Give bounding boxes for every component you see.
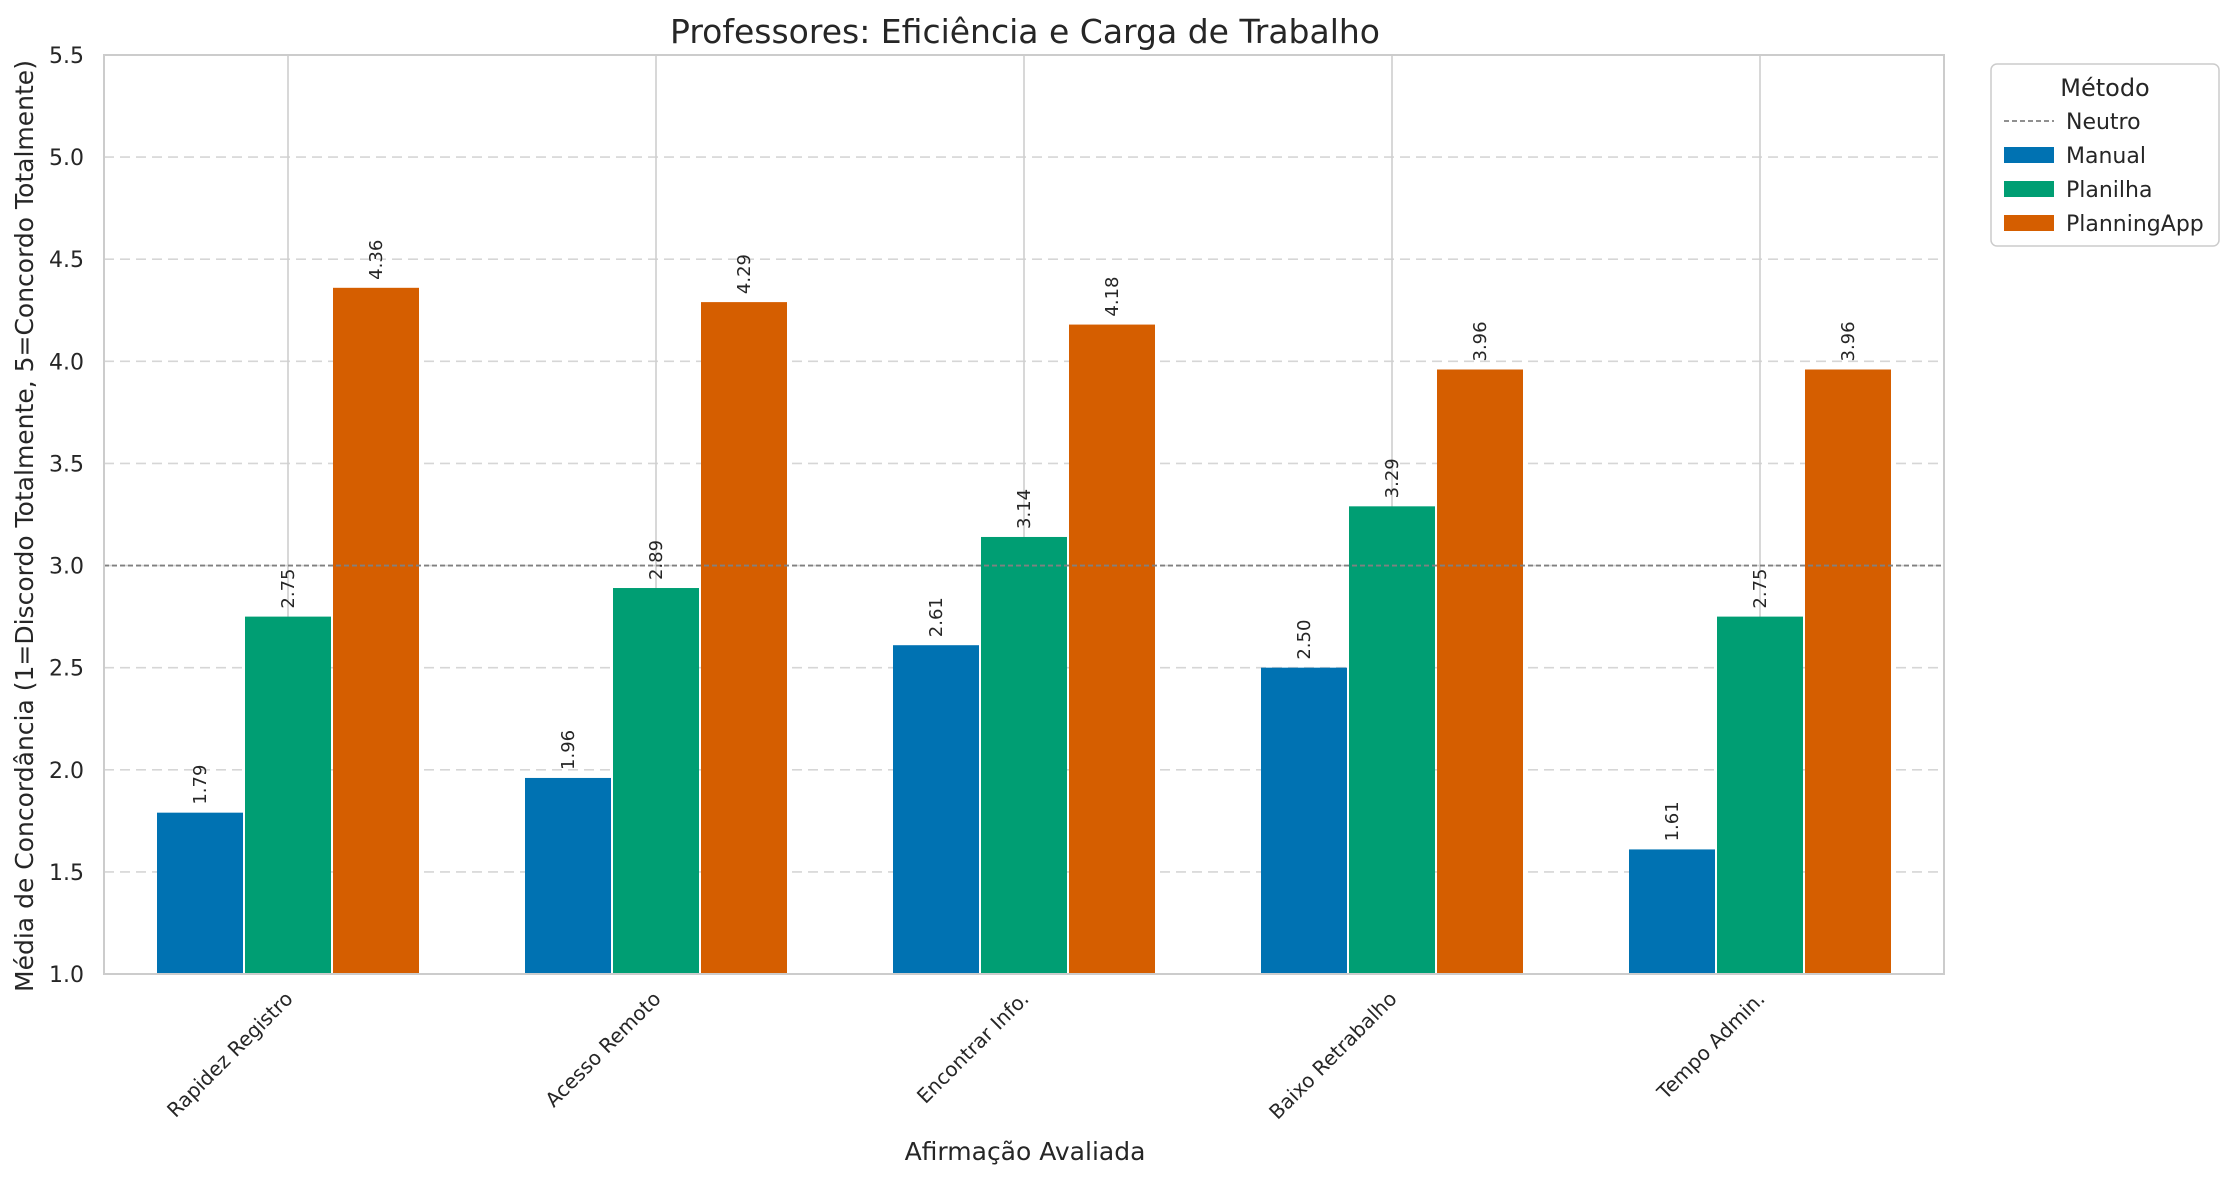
- bar-planilha: [1349, 506, 1435, 974]
- bar-value-label: 2.61: [926, 597, 947, 637]
- y-tick-label: 5.0: [49, 146, 84, 171]
- bar-planilha: [981, 536, 1067, 974]
- bar-planningapp: [701, 302, 787, 974]
- legend: Método Neutro Manual Planilha PlanningApp: [1990, 63, 2220, 247]
- bar-value-label: 2.75: [1750, 569, 1771, 609]
- y-tick-label: 5.5: [49, 44, 84, 69]
- bar-value-label: 2.50: [1294, 620, 1315, 660]
- bar-manual: [1261, 667, 1347, 974]
- legend-label: Manual: [2066, 144, 2146, 169]
- bar-manual: [525, 777, 611, 974]
- y-tick-label: 4.5: [49, 248, 84, 273]
- bar-planningapp: [333, 287, 419, 974]
- bar-value-label: 1.61: [1662, 801, 1683, 841]
- y-ticks: 1.0 1.5 2.0 2.5 3.0 3.5 4.0 4.5 5.0 5.5: [49, 44, 84, 988]
- bars: [157, 287, 1891, 975]
- bar-value-label: 3.29: [1382, 458, 1403, 498]
- bar-planningapp: [1805, 369, 1891, 975]
- legend-frame: [1990, 63, 2220, 247]
- plot-frame: [103, 54, 1945, 975]
- bar-value-label: 4.18: [1102, 276, 1123, 316]
- legend-label: Planilha: [2066, 178, 2152, 203]
- y-tick-label: 4.0: [49, 350, 84, 375]
- bar-manual: [1629, 849, 1715, 974]
- chart-title: Professores: Eficiência e Carga de Traba…: [670, 12, 1380, 51]
- bar-value-label: 4.36: [366, 240, 387, 280]
- legend-swatch-planningapp: [2004, 215, 2054, 231]
- y-tick-label: 1.0: [49, 963, 84, 988]
- bar-value-label: 3.96: [1838, 321, 1859, 361]
- legend-swatch-manual: [2004, 147, 2054, 163]
- bar-value-label: 1.96: [558, 730, 579, 770]
- bar-manual: [157, 812, 243, 974]
- bar-planilha: [1717, 616, 1803, 974]
- bar-value-label: 2.75: [278, 569, 299, 609]
- legend-swatch-planilha: [2004, 181, 2054, 197]
- bar-planilha: [245, 616, 331, 974]
- bar-planilha: [613, 588, 699, 974]
- bar-planningapp: [1437, 369, 1523, 975]
- y-axis-label: Média de Concordância (1=Discordo Totalm…: [10, 60, 39, 992]
- bar-labels: 1.79 1.96 2.61 2.50 1.61 2.75 2.89 3.14 3.29 2.75…: [190, 240, 1859, 842]
- bar-value-label: 4.29: [734, 254, 755, 294]
- y-tick-label: 2.0: [49, 759, 84, 784]
- bar-planningapp: [1069, 324, 1155, 974]
- legend-title: Método: [2060, 74, 2149, 102]
- legend-label: Neutro: [2066, 110, 2141, 135]
- bar-value-label: 2.89: [646, 540, 667, 580]
- bar-value-label: 1.79: [190, 765, 211, 805]
- legend-label: PlanningApp: [2066, 212, 2204, 237]
- legend-items: Neutro Manual Planilha PlanningApp: [2004, 110, 2204, 237]
- y-tick-label: 1.5: [49, 861, 84, 886]
- y-tick-label: 2.5: [49, 657, 84, 682]
- bar-value-label: 3.14: [1014, 489, 1035, 529]
- bar-value-label: 3.96: [1470, 321, 1491, 361]
- bar-manual: [893, 645, 979, 974]
- x-axis-label: Afirmação Avaliada: [905, 1137, 1146, 1166]
- y-tick-label: 3.0: [49, 555, 84, 580]
- y-tick-label: 3.5: [49, 452, 84, 477]
